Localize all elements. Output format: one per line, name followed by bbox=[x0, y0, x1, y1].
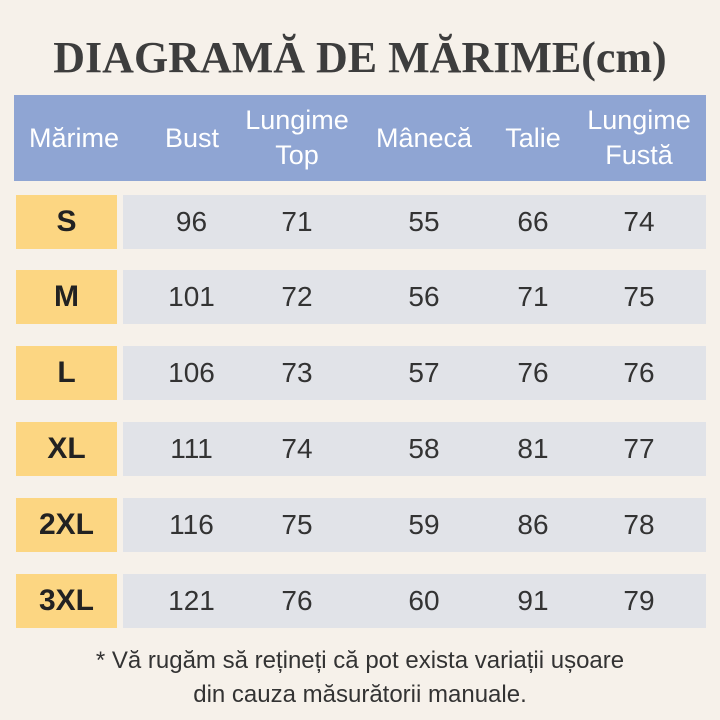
header-top-length: Lungime Top bbox=[245, 105, 349, 170]
header-waist: Talie bbox=[505, 122, 561, 153]
value-waist: 86 bbox=[517, 509, 549, 540]
header-skirt-length: Lungime Fustă bbox=[587, 105, 691, 170]
value-sleeve: 55 bbox=[408, 206, 440, 237]
values-cell: 106 73 57 76 76 bbox=[123, 346, 706, 400]
table-row: 3XL 121 76 60 91 79 bbox=[16, 574, 706, 628]
table-row: M 101 72 56 71 75 bbox=[16, 270, 706, 324]
value-skirt-length: 75 bbox=[623, 281, 655, 312]
value-bust: 121 bbox=[168, 585, 215, 616]
value-waist: 71 bbox=[517, 281, 549, 312]
footnote: * Vă rugăm să rețineți că pot exista var… bbox=[95, 647, 625, 708]
value-skirt-length: 78 bbox=[623, 509, 655, 540]
values-cell: 116 75 59 86 78 bbox=[123, 498, 706, 552]
size-cell: 2XL bbox=[16, 498, 117, 552]
value-sleeve: 56 bbox=[408, 281, 440, 312]
values-cell: 121 76 60 91 79 bbox=[123, 574, 706, 628]
value-sleeve: 57 bbox=[408, 357, 440, 388]
values-cell: 111 74 58 81 77 bbox=[123, 422, 706, 476]
header-size: Mărime bbox=[28, 122, 119, 153]
value-sleeve: 58 bbox=[408, 433, 440, 464]
value-top-length: 71 bbox=[281, 206, 313, 237]
value-waist: 66 bbox=[517, 206, 549, 237]
values-cell: 96 71 55 66 74 bbox=[123, 195, 706, 249]
value-waist: 91 bbox=[517, 585, 549, 616]
value-top-length: 75 bbox=[281, 509, 313, 540]
size-cell: 3XL bbox=[16, 574, 117, 628]
value-bust: 101 bbox=[168, 281, 215, 312]
table-row: L 106 73 57 76 76 bbox=[16, 346, 706, 400]
value-waist: 76 bbox=[517, 357, 549, 388]
value-top-length: 74 bbox=[281, 433, 313, 464]
values-cell: 101 72 56 71 75 bbox=[123, 270, 706, 324]
value-skirt-length: 79 bbox=[623, 585, 655, 616]
value-skirt-length: 76 bbox=[623, 357, 655, 388]
value-sleeve: 60 bbox=[408, 585, 440, 616]
value-bust: 106 bbox=[168, 357, 215, 388]
chart-title: DIAGRAMĂ DE MĂRIME(cm) bbox=[53, 33, 667, 82]
value-bust: 116 bbox=[169, 509, 214, 540]
table-row: XL 111 74 58 81 77 bbox=[16, 422, 706, 476]
value-skirt-length: 77 bbox=[623, 433, 655, 464]
size-cell: M bbox=[16, 270, 117, 324]
size-cell: S bbox=[16, 195, 117, 249]
table-row: 2XL 116 75 59 86 78 bbox=[16, 498, 706, 552]
value-top-length: 76 bbox=[281, 585, 313, 616]
size-cell: XL bbox=[16, 422, 117, 476]
value-skirt-length: 74 bbox=[623, 206, 655, 237]
value-bust: 111 bbox=[170, 433, 213, 464]
value-waist: 81 bbox=[517, 433, 549, 464]
size-cell: L bbox=[16, 346, 117, 400]
value-top-length: 72 bbox=[281, 281, 313, 312]
value-top-length: 73 bbox=[281, 357, 313, 388]
table-header: Mărime Bust Lungime Top Mânecă Talie Lun… bbox=[14, 95, 706, 181]
value-bust: 96 bbox=[175, 206, 208, 237]
table-row: S 96 71 55 66 74 bbox=[16, 195, 706, 249]
header-bust: Bust bbox=[164, 122, 220, 153]
header-sleeve: Mânecă bbox=[375, 122, 473, 153]
value-sleeve: 59 bbox=[408, 509, 440, 540]
